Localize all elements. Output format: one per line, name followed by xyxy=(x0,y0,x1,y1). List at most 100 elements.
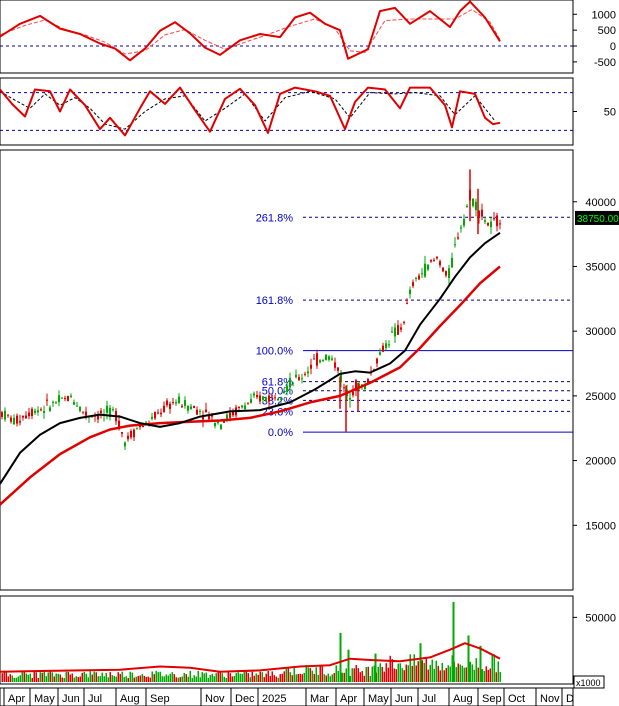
candle-body xyxy=(472,198,474,206)
candle-body xyxy=(439,261,441,266)
volume-bar xyxy=(381,666,383,682)
candle-body xyxy=(100,410,102,414)
candle-body xyxy=(4,410,6,420)
volume-bar xyxy=(451,655,453,682)
volume-bar xyxy=(35,672,37,682)
volume-bar xyxy=(183,672,185,682)
month-label: D xyxy=(566,693,574,705)
price-ma-long-line xyxy=(0,265,501,506)
volume-bar xyxy=(223,676,225,682)
candle-body xyxy=(316,353,318,366)
volume-bar xyxy=(247,673,249,682)
volume-bar xyxy=(71,673,73,682)
candle-body xyxy=(427,264,429,270)
volume-bar xyxy=(321,666,323,682)
volume-bar xyxy=(5,671,7,682)
candle-body xyxy=(232,411,234,416)
volume-bar xyxy=(169,673,171,682)
volume-bar xyxy=(339,632,342,682)
volume-bar xyxy=(455,667,457,682)
candle-body xyxy=(67,395,69,402)
volume-bar xyxy=(421,660,423,682)
month-label: Nov xyxy=(205,693,225,705)
price-tick-label: 25000 xyxy=(585,391,616,403)
volume-bar xyxy=(401,668,403,682)
volume-bar xyxy=(217,670,219,682)
volume-bar xyxy=(101,672,103,682)
volume-bar xyxy=(135,676,137,682)
volume-bar xyxy=(13,677,15,682)
volume-bar xyxy=(51,672,53,682)
candle-body xyxy=(196,409,198,415)
candle-body xyxy=(364,384,366,390)
volume-bar xyxy=(193,675,195,682)
candle-body xyxy=(193,406,195,409)
volume-bar xyxy=(159,671,161,682)
fib-level-label: 161.8% xyxy=(256,295,294,307)
candle-body xyxy=(484,220,486,222)
volume-bar xyxy=(119,673,121,682)
candle-body xyxy=(25,415,27,419)
volume-bar xyxy=(443,670,445,682)
candle-body xyxy=(199,410,201,412)
indicator-1-tick-label: 0 xyxy=(610,41,616,53)
volume-bar xyxy=(347,649,350,682)
candle-body xyxy=(61,397,63,399)
candle-body xyxy=(415,278,417,280)
volume-bar xyxy=(273,675,275,682)
candle-body xyxy=(250,399,252,403)
indicator-1-panel: 1000 500 0 -500 xyxy=(0,0,616,74)
volume-bar xyxy=(129,671,131,682)
last-price-badge xyxy=(575,210,619,225)
volume-bar xyxy=(85,673,87,682)
candle-body xyxy=(223,421,225,423)
volume-bar xyxy=(209,674,211,682)
volume-bar xyxy=(441,662,443,682)
candle-body xyxy=(247,403,249,405)
volume-bar xyxy=(483,671,485,682)
candle-body xyxy=(49,407,51,411)
volume-bar xyxy=(465,667,467,682)
volume-bar xyxy=(221,673,223,682)
volume-bar xyxy=(107,677,109,682)
volume-bar xyxy=(45,676,47,682)
candle-body xyxy=(253,393,255,396)
volume-bar xyxy=(409,654,411,682)
candle-body xyxy=(151,416,153,419)
volume-bar xyxy=(411,665,413,682)
month-label: Mar xyxy=(310,693,329,705)
candle-body xyxy=(7,414,9,416)
fib-level-label: 0.0% xyxy=(268,427,293,439)
candle-body xyxy=(31,408,33,416)
volume-bar xyxy=(379,663,381,682)
candle-body xyxy=(481,209,483,217)
volume-bar xyxy=(47,672,49,682)
volume-bar xyxy=(131,672,133,682)
candle-body xyxy=(190,406,192,409)
price-tick-label: 15000 xyxy=(585,520,616,532)
volume-bar xyxy=(149,677,151,682)
candle-body xyxy=(97,416,99,420)
candle-body xyxy=(169,403,171,409)
volume-bar xyxy=(337,670,339,682)
month-label: Aug xyxy=(453,693,473,705)
candle-body xyxy=(64,397,66,399)
volume-bar xyxy=(295,674,297,682)
candle-body xyxy=(43,410,45,413)
volume-bar xyxy=(65,671,67,682)
candle-body xyxy=(175,402,177,404)
candle-body xyxy=(403,321,405,323)
candle-body xyxy=(313,358,315,360)
volume-bar xyxy=(133,677,135,682)
volume-bar xyxy=(53,676,55,682)
volume-bar xyxy=(125,676,127,682)
volume-bar xyxy=(73,677,75,682)
volume-bar xyxy=(207,678,209,682)
candle-body xyxy=(421,273,423,275)
volume-bar xyxy=(355,665,357,682)
volume-bar xyxy=(171,672,173,682)
volume-bar xyxy=(275,676,277,682)
volume-bar xyxy=(447,665,449,682)
volume-bar xyxy=(231,676,233,682)
volume-panel: 50000 x1000 xyxy=(0,595,616,689)
